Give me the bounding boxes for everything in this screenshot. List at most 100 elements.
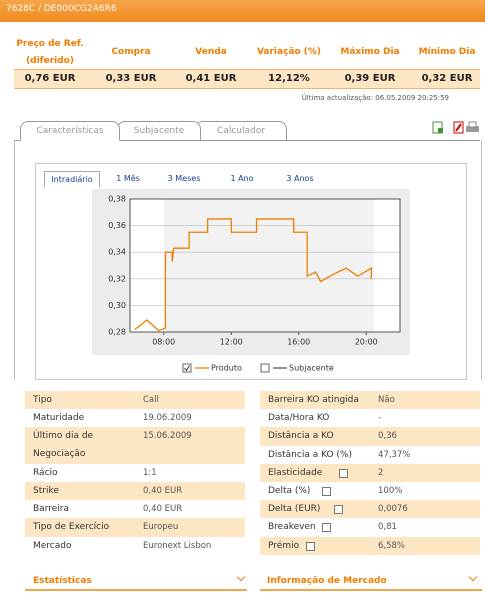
tab[interactable]: Calculador: [195, 121, 287, 140]
quote-header: Mínimo Dia: [418, 47, 476, 57]
row-label: Tipo: [33, 395, 52, 405]
row-label: Distância a KO (%): [268, 449, 352, 460]
quote-header: Preço de Ref. (diferido): [16, 39, 84, 66]
y-tick-label: 0,32: [108, 274, 126, 283]
y-tick-label: 0,28: [108, 328, 126, 337]
x-tick-label: 16:00: [287, 338, 310, 347]
info-icon[interactable]: [322, 487, 332, 496]
range-tab[interactable]: 3 Anos: [286, 174, 314, 183]
range-tab[interactable]: Intradiário: [44, 171, 100, 188]
row-value: 15.06.2009: [143, 431, 192, 442]
row-value: Euronext Lisbon: [143, 540, 212, 551]
section-title[interactable]: Informação de Mercado: [267, 576, 387, 586]
table-row: [260, 536, 480, 555]
tab-baseline: [14, 140, 480, 141]
section-rule: [260, 589, 482, 591]
plot-border: [129, 198, 401, 333]
y-tick-label: 0,34: [108, 248, 126, 257]
section-toggle[interactable]: [468, 572, 478, 582]
y-tick-label: 0,38: [108, 195, 126, 204]
content-box: [14, 140, 482, 380]
quote-value-band: [14, 69, 480, 89]
pdf-icon-mark: [455, 123, 462, 132]
quote-header: Máximo Dia: [340, 47, 400, 57]
row-value: 0,0076: [378, 504, 408, 515]
chart-frame: [35, 163, 467, 380]
row-value: 0,40 EUR: [143, 504, 183, 515]
row-value: 100%: [378, 486, 403, 496]
excel-icon-badge: [438, 128, 443, 133]
table-row: [25, 409, 245, 428]
row-label: Prémio: [268, 540, 300, 551]
row-label: Strike: [33, 486, 59, 496]
quote-header: Compra: [111, 47, 151, 57]
excel-icon[interactable]: [432, 121, 443, 134]
table-row: [260, 518, 480, 537]
section-title[interactable]: Estatísticas: [33, 576, 92, 586]
table-row: [260, 500, 480, 519]
toolbar-icons: [432, 121, 479, 134]
section-rule: [25, 589, 247, 591]
row-value: Não: [378, 395, 395, 405]
quote-value: 0,41 EUR: [185, 73, 237, 84]
table-row: [25, 518, 245, 537]
row-label: Mercado: [33, 540, 72, 551]
legend-checkbox[interactable]: [260, 363, 270, 373]
row-value: 19.06.2009: [143, 413, 192, 424]
row-label: Distância a KO: [268, 431, 334, 442]
y-tick-label: 0,30: [108, 301, 126, 310]
quote-header: Venda: [195, 47, 227, 57]
row-label: Maturidade: [33, 413, 85, 424]
table-row: [260, 391, 480, 410]
row-label: Delta (%): [268, 486, 311, 496]
row-value: 0,40 EUR: [143, 486, 183, 496]
intraday-chart: 0,28 0,30 0,32 0,34 0,36 0,38 08:00 12:00 16:00 2…: [108, 195, 401, 373]
table-row: [260, 482, 480, 501]
table-row: [260, 427, 480, 446]
table-row: [260, 463, 480, 482]
range-tab[interactable]: 1 Mês: [116, 174, 140, 183]
quote-value: 0,33 EUR: [105, 73, 157, 84]
quote-value: 12,12%: [268, 73, 310, 84]
range-tab[interactable]: 3 Meses: [167, 174, 201, 183]
row-label: Último dia de Negociação: [33, 431, 94, 460]
quote-value: 0,39 EUR: [344, 73, 396, 84]
row-label: Rácio: [33, 467, 58, 478]
range-tab[interactable]: 1 Ano: [230, 174, 254, 183]
info-icon[interactable]: [305, 541, 315, 551]
row-label: Barreira: [33, 504, 69, 515]
tab[interactable]: Características: [20, 121, 120, 141]
row-label: Data/Hora KO: [268, 413, 330, 424]
row-value: 6,58%: [378, 540, 406, 551]
print-icon-paper: [468, 121, 477, 128]
row-value: Europeu: [143, 522, 179, 533]
row-value: Call: [143, 395, 159, 405]
info-icon[interactable]: [339, 468, 349, 478]
quote-header: Variação (%): [256, 47, 322, 57]
table-row: [25, 391, 245, 410]
x-tick-label: 12:00: [220, 338, 243, 347]
y-tick-label: 0,36: [108, 221, 126, 230]
info-icon[interactable]: [333, 505, 343, 515]
table-row: [260, 445, 480, 464]
legend-label: Produto: [211, 364, 242, 373]
section-toggle[interactable]: [236, 572, 246, 582]
row-label: Elasticidade: [268, 467, 323, 478]
tab[interactable]: Subjacente: [117, 121, 201, 140]
info-icon[interactable]: [322, 523, 332, 533]
quote-value: 0,76 EUR: [24, 73, 76, 84]
quote-value: 0,32 EUR: [421, 73, 473, 84]
row-value: 47,37%: [378, 449, 411, 460]
legend-check: [184, 365, 190, 372]
top-bar: [0, 0, 485, 22]
table-row: [25, 482, 245, 501]
legend-checkbox[interactable]: [182, 363, 192, 373]
table-row: [25, 536, 245, 555]
session-band: [163, 199, 375, 332]
series-line: [134, 218, 372, 332]
product-code: 7628C / DE000CG2A6R6: [6, 4, 117, 14]
row-value: 0,36: [378, 431, 397, 442]
last-update: Última actualização: 06.05.2009 20:25:59: [301, 94, 449, 102]
table-row: [260, 409, 480, 428]
